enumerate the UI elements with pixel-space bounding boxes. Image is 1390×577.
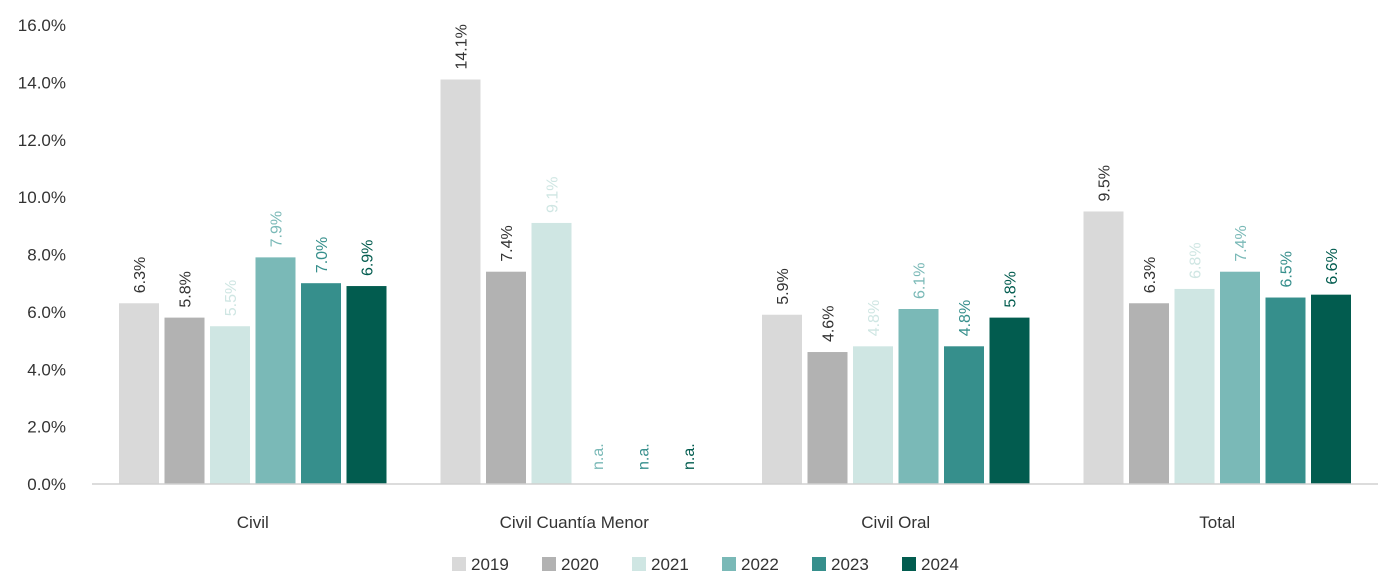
legend-swatch-2020 — [542, 557, 556, 571]
bar-2023 — [944, 346, 984, 484]
bar-2019 — [119, 303, 159, 484]
data-label: 7.9% — [269, 211, 286, 247]
legend-swatch-2023 — [812, 557, 826, 571]
data-label: 9.1% — [545, 176, 562, 212]
legend-swatch-2021 — [632, 557, 646, 571]
bars-layer — [119, 79, 1351, 484]
value-labels-layer: 6.3% 5.8% 5.5% 7.9% 7.0% 6.9% 14.1% 7.4% 9.1% n.a… — [132, 24, 1341, 470]
bar-2021 — [210, 326, 250, 484]
legend: 2019 2020 2021 2022 2023 2024 — [452, 555, 959, 574]
data-label: 4.6% — [821, 306, 838, 342]
bar-2024 — [989, 317, 1030, 484]
data-label: 4.8% — [866, 300, 883, 336]
bar-2020 — [1129, 303, 1169, 484]
bar-2024 — [1311, 294, 1351, 484]
bar-2020 — [486, 271, 526, 484]
data-label: 9.5% — [1097, 165, 1114, 201]
y-tick-label: 12.0% — [18, 131, 66, 150]
data-label: 5.9% — [775, 268, 792, 304]
data-label: 6.5% — [1279, 251, 1296, 287]
y-tick-label: 16.0% — [18, 16, 66, 35]
y-tick-label: 4.0% — [27, 360, 66, 379]
y-tick-label: 2.0% — [27, 418, 66, 437]
data-label: 6.9% — [360, 240, 377, 276]
legend-label: 2019 — [471, 555, 509, 574]
data-label: 5.8% — [1003, 271, 1020, 307]
y-tick-label: 0.0% — [27, 475, 66, 494]
legend-label: 2023 — [831, 555, 869, 574]
legend-label: 2024 — [921, 555, 959, 574]
data-label: 5.8% — [178, 271, 195, 307]
bar-2021 — [531, 222, 572, 484]
bar-2020 — [807, 352, 848, 484]
data-label: 7.4% — [499, 225, 516, 261]
bar-2024 — [346, 286, 387, 484]
data-label: 6.6% — [1324, 248, 1341, 284]
data-label: 4.8% — [957, 300, 974, 336]
legend-swatch-2024 — [902, 557, 916, 571]
data-label: 14.1% — [454, 24, 471, 69]
legend-label: 2022 — [741, 555, 779, 574]
x-axis-categories: Civil Civil Cuantía Menor Civil Oral Total — [237, 513, 1236, 532]
x-category-label: Civil — [237, 513, 269, 532]
legend-swatch-2019 — [452, 557, 466, 571]
data-label: 6.3% — [132, 257, 149, 293]
data-label: n.a. — [636, 443, 653, 470]
y-tick-label: 6.0% — [27, 303, 66, 322]
data-label: 6.1% — [912, 263, 929, 299]
bar-2022 — [1220, 271, 1260, 484]
bar-2019 — [440, 79, 481, 484]
data-label: n.a. — [681, 443, 698, 470]
x-category-label: Civil Cuantía Menor — [500, 513, 650, 532]
legend-label: 2021 — [651, 555, 689, 574]
legend-swatch-2022 — [722, 557, 736, 571]
x-category-label: Total — [1199, 513, 1235, 532]
bar-2019 — [762, 314, 802, 484]
legend-label: 2020 — [561, 555, 599, 574]
bar-2019 — [1083, 211, 1124, 484]
bar-2021 — [1174, 288, 1215, 484]
x-category-label: Civil Oral — [861, 513, 930, 532]
bar-2023 — [1265, 297, 1306, 484]
y-tick-label: 14.0% — [18, 73, 66, 92]
data-label: 6.3% — [1142, 257, 1159, 293]
bar-2023 — [301, 283, 341, 484]
data-label: 5.5% — [223, 280, 240, 316]
y-axis: 0.0% 2.0% 4.0% 6.0% 8.0% 10.0% 12.0% 14.0% 16.0% — [18, 16, 66, 494]
bar-2020 — [164, 317, 205, 484]
y-tick-label: 8.0% — [27, 246, 66, 265]
bar-2021 — [853, 346, 893, 484]
y-tick-label: 10.0% — [18, 188, 66, 207]
bar-2022 — [255, 257, 296, 484]
data-label: n.a. — [590, 443, 607, 470]
bar-2022 — [898, 309, 939, 484]
data-label: 7.4% — [1233, 225, 1250, 261]
data-label: 6.8% — [1188, 242, 1205, 278]
data-label: 7.0% — [314, 237, 331, 273]
